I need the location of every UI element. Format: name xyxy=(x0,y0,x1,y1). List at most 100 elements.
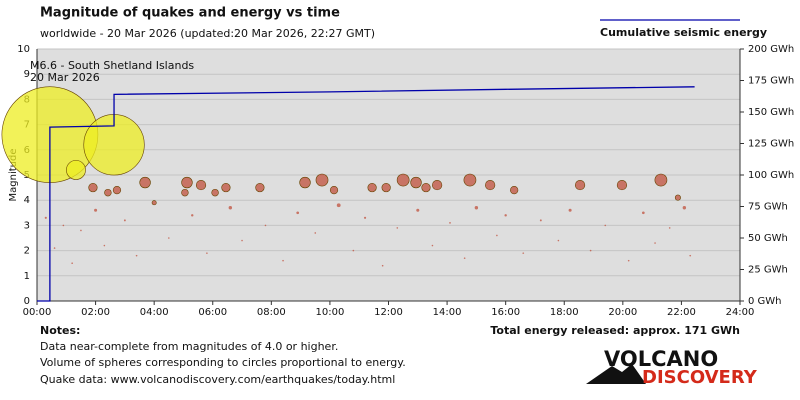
quake xyxy=(431,244,434,247)
quake xyxy=(104,188,112,197)
quake xyxy=(88,183,98,193)
y-tick-label: 2 xyxy=(24,246,30,257)
quake xyxy=(568,208,572,212)
quake xyxy=(421,183,431,193)
y2-tick-label: 50 GWh xyxy=(748,233,788,244)
quake xyxy=(211,188,219,197)
quake xyxy=(496,234,498,237)
quake xyxy=(574,179,586,191)
y2-tick-label: 175 GWh xyxy=(748,76,794,87)
y2-tick-label: 0 GWh xyxy=(748,296,782,307)
quake xyxy=(139,176,151,189)
y2-tick-label: 100 GWh xyxy=(748,170,794,181)
y2-tick-label: 200 GWh xyxy=(748,44,794,55)
quake xyxy=(627,259,630,262)
annotation: 20 Mar 2026 xyxy=(30,71,100,84)
quake xyxy=(228,206,233,210)
x-tick-label: 00:00 xyxy=(23,307,52,318)
quake xyxy=(416,208,420,212)
quake xyxy=(314,232,317,234)
quake xyxy=(329,186,339,195)
y-axis-label: Magnitude xyxy=(8,149,19,202)
quake xyxy=(206,252,208,254)
y-tick-label: 9 xyxy=(24,69,30,80)
quake xyxy=(195,179,207,191)
quake xyxy=(264,224,267,227)
quake xyxy=(674,194,681,201)
x-tick-label: 22:00 xyxy=(667,307,696,318)
quake xyxy=(221,183,231,193)
quake xyxy=(123,219,126,222)
quake xyxy=(449,222,451,224)
x-tick-label: 12:00 xyxy=(374,307,403,318)
quake xyxy=(682,206,687,210)
quake xyxy=(151,200,157,206)
notes-title: Notes: xyxy=(40,324,80,337)
x-tick-label: 18:00 xyxy=(550,307,579,318)
x-tick-label: 04:00 xyxy=(140,307,169,318)
quake xyxy=(71,262,73,265)
quake xyxy=(352,249,355,252)
y2-tick-label: 150 GWh xyxy=(748,107,794,118)
quake xyxy=(255,183,265,193)
annotation: M6.6 - South Shetland Islands xyxy=(30,59,194,72)
quake xyxy=(654,173,668,187)
quake xyxy=(103,244,106,247)
quake xyxy=(336,203,341,208)
quake xyxy=(689,254,692,257)
y-tick-label: 1 xyxy=(24,271,30,282)
y2-tick-label: 25 GWh xyxy=(748,265,788,276)
y2-tick-label: 75 GWh xyxy=(748,202,788,213)
quake xyxy=(168,237,170,239)
logo-mountain xyxy=(586,364,646,384)
quake xyxy=(62,224,65,227)
note: Data near-complete from magnitudes of 4.… xyxy=(40,340,338,353)
logo-text: VOLCANO xyxy=(604,347,718,371)
x-tick-label: 20:00 xyxy=(608,307,637,318)
quake xyxy=(410,176,422,189)
quake xyxy=(396,173,410,187)
quake xyxy=(522,252,525,254)
quake xyxy=(381,183,391,193)
x-tick-label: 14:00 xyxy=(433,307,462,318)
x-tick-label: 08:00 xyxy=(257,307,286,318)
quake xyxy=(241,239,243,242)
quake xyxy=(504,214,507,217)
quake xyxy=(654,242,656,244)
quake xyxy=(53,247,56,249)
quake xyxy=(80,229,82,232)
quake xyxy=(315,173,329,187)
quake xyxy=(381,264,384,267)
quake xyxy=(432,179,443,191)
quake xyxy=(94,208,98,212)
quake xyxy=(557,239,560,242)
quake xyxy=(191,214,194,217)
quake xyxy=(282,259,284,262)
y-tick-label: 4 xyxy=(24,195,30,206)
quake xyxy=(44,216,47,219)
quake xyxy=(299,176,311,189)
quake xyxy=(66,160,86,180)
legend-label: Cumulative seismic energy xyxy=(600,26,767,39)
x-tick-label: 16:00 xyxy=(491,307,520,318)
x-tick-label: 24:00 xyxy=(726,307,755,318)
quake xyxy=(463,173,477,187)
quake xyxy=(668,227,671,229)
quake xyxy=(539,219,542,222)
subtitle: worldwide - 20 Mar 2026 (updated:20 Mar … xyxy=(40,27,375,40)
x-tick-label: 06:00 xyxy=(198,307,227,318)
quake xyxy=(181,188,189,197)
y-tick-label: 3 xyxy=(24,220,30,231)
note: Quake data: www.volcanodiscovery.com/ear… xyxy=(40,373,395,386)
quake xyxy=(396,227,399,229)
quake xyxy=(181,176,193,189)
quake xyxy=(363,216,367,219)
total-energy: Total energy released: approx. 171 GWh xyxy=(490,324,740,337)
quake xyxy=(589,249,592,252)
note: Volume of spheres corresponding to circl… xyxy=(40,356,406,369)
quake xyxy=(485,179,496,191)
quake xyxy=(112,186,122,195)
x-tick-label: 10:00 xyxy=(316,307,345,318)
